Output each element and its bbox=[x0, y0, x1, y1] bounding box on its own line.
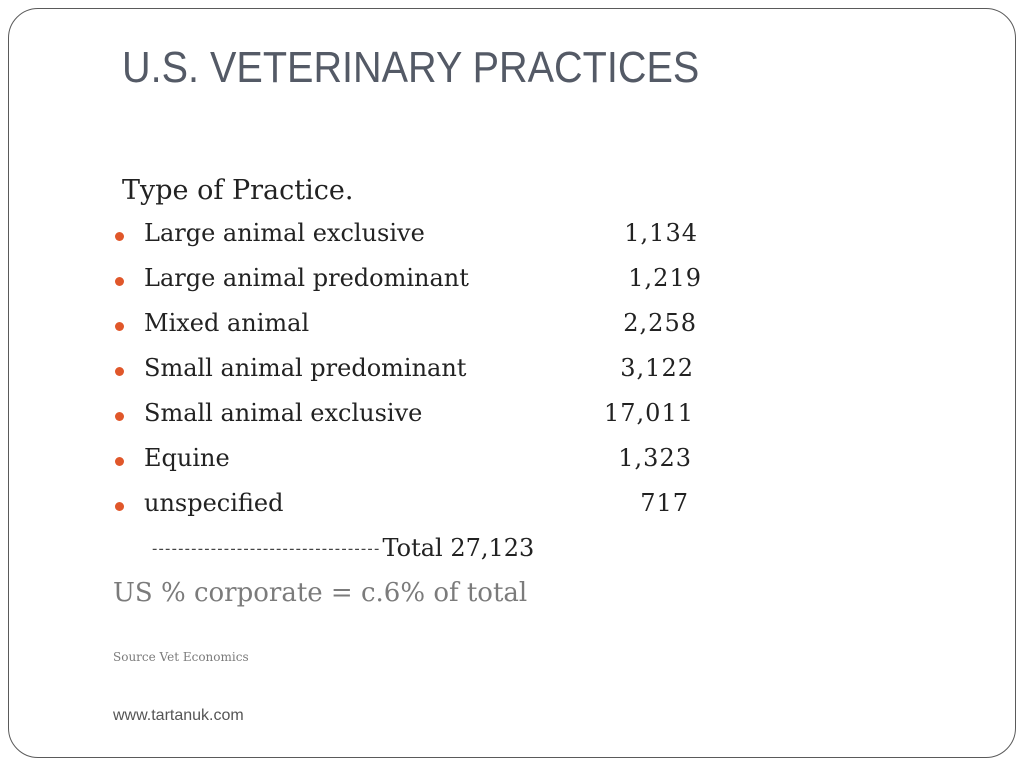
practice-type: Small animal predominant bbox=[144, 354, 467, 382]
practice-count: 3,122 bbox=[620, 354, 694, 382]
list-item: Small animal predominant 3,122 bbox=[113, 354, 713, 394]
bullet-icon bbox=[115, 502, 124, 511]
subtitle: Type of Practice. bbox=[122, 175, 354, 206]
corporate-note: US % corporate = c.6% of total bbox=[113, 578, 528, 608]
source-citation: Source Vet Economics bbox=[113, 650, 249, 664]
bullet-icon bbox=[115, 457, 124, 466]
total-label: Total 27,123 bbox=[382, 534, 535, 562]
bullet-icon bbox=[115, 322, 124, 331]
practice-count: 1,219 bbox=[628, 264, 702, 292]
practice-type: Large animal exclusive bbox=[144, 219, 425, 247]
bullet-icon bbox=[115, 367, 124, 376]
practice-count: 717 bbox=[640, 489, 689, 517]
practice-count: 1,323 bbox=[618, 444, 692, 472]
list-item: Small animal exclusive 17,011 bbox=[113, 399, 713, 439]
practice-type: unspecified bbox=[144, 489, 284, 517]
slide-frame: U.S. VETERINARY PRACTICES Type of Practi… bbox=[8, 8, 1016, 758]
practice-type: Equine bbox=[144, 444, 230, 472]
practice-type: Small animal exclusive bbox=[144, 399, 423, 427]
practice-type: Large animal predominant bbox=[144, 264, 469, 292]
practice-type: Mixed animal bbox=[144, 309, 310, 337]
total-divider: ----------------------------------- bbox=[152, 540, 381, 558]
bullet-icon bbox=[115, 277, 124, 286]
practice-count: 1,134 bbox=[624, 219, 698, 247]
practice-count: 2,258 bbox=[623, 309, 697, 337]
total-row: -----------------------------------Total… bbox=[152, 534, 534, 562]
list-item: Large animal exclusive 1,134 bbox=[113, 219, 713, 259]
list-item: Mixed animal 2,258 bbox=[113, 309, 713, 349]
list-item: Large animal predominant 1,219 bbox=[113, 264, 713, 304]
bullet-icon bbox=[115, 232, 124, 241]
list-item: unspecified 717 bbox=[113, 489, 713, 529]
bullet-icon bbox=[115, 412, 124, 421]
practice-count: 17,011 bbox=[604, 399, 694, 427]
slide-title: U.S. VETERINARY PRACTICES bbox=[122, 43, 700, 92]
footer-url: www.tartanuk.com bbox=[113, 707, 244, 724]
list-item: Equine 1,323 bbox=[113, 444, 713, 484]
